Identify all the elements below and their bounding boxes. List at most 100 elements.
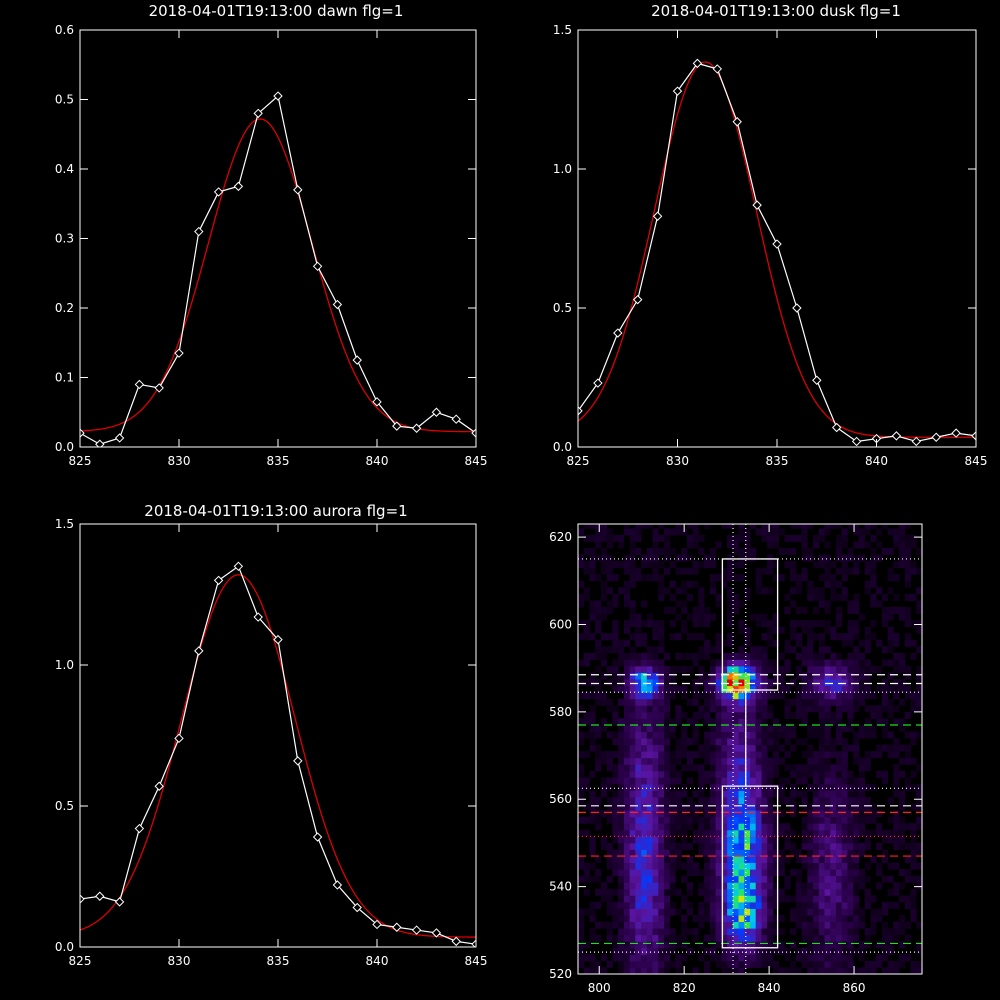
heatmap-cell	[899, 823, 906, 831]
heatmap-cell	[600, 842, 607, 850]
heatmap-cell	[755, 587, 762, 595]
heatmap-cell	[704, 561, 711, 569]
heatmap-cell	[767, 633, 774, 641]
heatmap-cell	[761, 921, 768, 929]
heatmap-cell	[881, 698, 888, 706]
heatmap-cell	[755, 672, 762, 680]
heatmap-cell	[801, 928, 808, 936]
heatmap-cell	[635, 797, 642, 805]
heatmap-cell	[813, 960, 820, 968]
heatmap-cell	[795, 908, 802, 916]
heatmap-cell	[686, 882, 693, 890]
heatmap-cell	[772, 574, 779, 582]
heatmap-cell	[858, 659, 865, 667]
heatmap-cell	[664, 705, 671, 713]
heatmap-cell	[583, 679, 590, 687]
heatmap-cell	[813, 842, 820, 850]
heatmap-cell	[698, 652, 705, 660]
heatmap-cell	[818, 882, 825, 890]
heatmap-cell	[618, 941, 625, 949]
heatmap-cell	[755, 646, 762, 654]
heatmap-cell	[750, 816, 757, 824]
heatmap-cell	[721, 757, 728, 765]
heatmap-cell	[629, 810, 636, 818]
heatmap-cell	[864, 725, 871, 732]
dawn-ytick-label: 0.4	[55, 162, 74, 176]
heatmap-cell	[646, 652, 653, 660]
heatmap-cell	[646, 908, 653, 916]
heatmap-cell	[836, 718, 843, 726]
heatmap-cell	[664, 718, 671, 726]
heatmap-cells	[578, 524, 922, 974]
heatmap-cell	[704, 915, 711, 922]
heatmap-cell	[698, 666, 705, 673]
heatmap-cell	[692, 751, 699, 759]
heatmap-cell	[841, 967, 848, 974]
heatmap-cell	[858, 770, 865, 778]
heatmap-cell	[778, 679, 785, 687]
heatmap-cell	[738, 600, 745, 608]
heatmap-cell	[818, 810, 825, 818]
heatmap-cell	[600, 751, 607, 759]
heatmap-cell	[612, 738, 619, 746]
heatmap-cell	[813, 698, 820, 706]
dusk-data-point	[732, 117, 742, 127]
heatmap-cell	[583, 869, 590, 877]
heatmap-cell	[841, 842, 848, 850]
heatmap-cell	[698, 600, 705, 608]
heatmap-cell	[641, 561, 648, 569]
heatmap-cell	[646, 849, 653, 857]
heatmap-cell	[755, 770, 762, 778]
heatmap-cell	[715, 639, 722, 647]
heatmap-cell	[612, 633, 619, 641]
heatmap-overlays	[578, 524, 922, 974]
heatmap-cell	[864, 810, 871, 818]
heatmap-cell	[732, 679, 739, 687]
heatmap-cell	[750, 685, 757, 693]
heatmap-cell	[818, 718, 825, 726]
heatmap-cell	[778, 744, 785, 752]
heatmap-cell	[618, 744, 625, 752]
heatmap-cell	[807, 928, 814, 936]
heatmap-cell	[858, 777, 865, 785]
heatmap-cell	[727, 823, 734, 831]
heatmap-cell	[841, 659, 848, 667]
heatmap-cell	[858, 679, 865, 687]
heatmap-cell	[830, 954, 837, 962]
heatmap-cell	[847, 548, 854, 555]
heatmap-cell	[847, 567, 854, 575]
heatmap-cell	[715, 869, 722, 877]
heatmap-cell	[646, 810, 653, 818]
heatmap-cell	[686, 823, 693, 831]
heatmap-cell	[744, 941, 751, 949]
heatmap-cell	[824, 836, 831, 844]
heatmap-cell	[893, 784, 900, 791]
heatmap-cell	[824, 954, 831, 962]
heatmap-cell	[578, 875, 585, 883]
dawn-ytick-label: 0.0	[55, 440, 74, 454]
heatmap-cell	[750, 652, 757, 660]
heatmap-cell	[595, 960, 602, 968]
heatmap-cell	[899, 554, 906, 562]
heatmap-cell	[876, 770, 883, 778]
heatmap-cell	[847, 685, 854, 693]
heatmap-cell	[864, 705, 871, 713]
heatmap-cell	[824, 567, 831, 575]
heatmap-cell	[916, 947, 922, 955]
heatmap-cell	[750, 862, 757, 870]
heatmap-cell	[727, 954, 734, 962]
heatmap-cell	[870, 829, 877, 837]
heatmap-cell	[830, 947, 837, 955]
heatmap-frame	[577, 523, 923, 975]
heatmap-cell	[635, 784, 642, 791]
heatmap-cell	[778, 823, 785, 831]
heatmap-cell	[830, 593, 837, 601]
dusk-xtick-label: 835	[766, 454, 789, 468]
heatmap-cell	[847, 705, 854, 713]
heatmap-cell	[641, 652, 648, 660]
heatmap-cell	[709, 842, 716, 850]
heatmap-cell	[675, 738, 682, 746]
heatmap-cell	[801, 770, 808, 778]
heatmap-cell	[847, 856, 854, 863]
heatmap-cell	[652, 816, 659, 824]
